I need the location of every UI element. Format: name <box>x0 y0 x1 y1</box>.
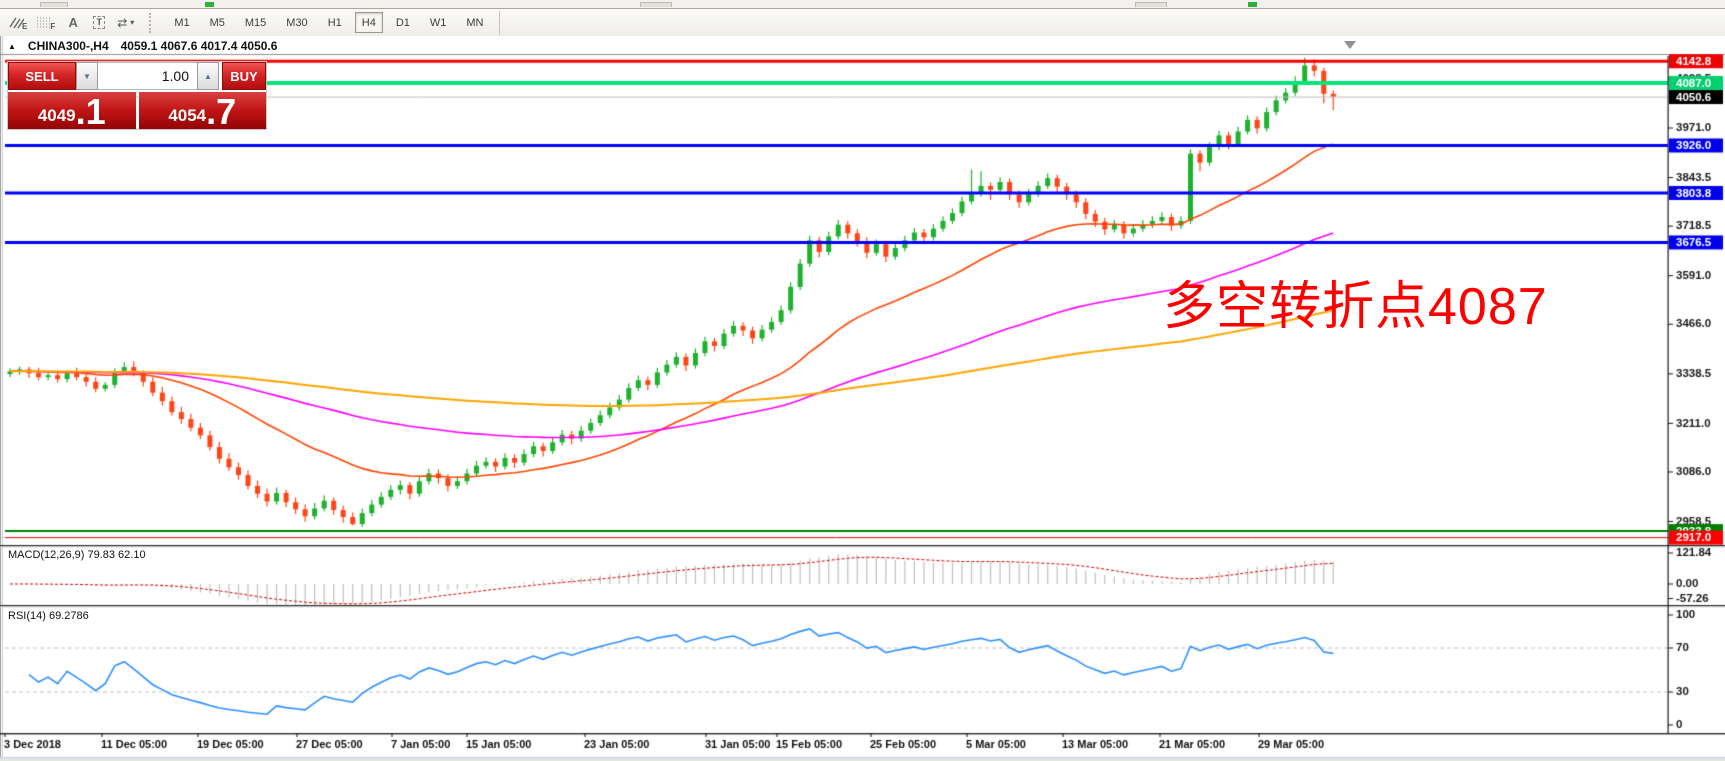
arrow-tools-icon[interactable]: ⇄ ▾ <box>113 12 138 34</box>
toolbar-separator <box>499 10 501 35</box>
chart-annotation-text[interactable]: 多空转折点4087 <box>1163 278 1548 336</box>
chart-title: ▲ CHINA300-,H4 4059.1 4067.6 4017.4 4050… <box>8 39 277 53</box>
tf-m15[interactable]: M15 <box>238 12 273 33</box>
clipped-button <box>1135 2 1167 7</box>
clipped-icon <box>1248 2 1257 7</box>
clipped-toolbar-row <box>0 0 1725 9</box>
tf-m1[interactable]: M1 <box>167 12 196 33</box>
sell-button[interactable]: SELL <box>8 62 76 90</box>
clipped-icon <box>205 2 214 7</box>
clipped-button <box>640 2 672 7</box>
one-click-controls: SELL ▼ ▲ BUY <box>8 62 266 90</box>
text-box-icon[interactable]: T <box>87 12 111 34</box>
one-click-trading-panel: SELL ▼ ▲ BUY 4049.1 4054.7 <box>8 62 266 130</box>
macd-label: MACD(12,26,9) 79.83 62.10 <box>8 549 146 561</box>
toolbar-grip[interactable] <box>149 12 158 33</box>
volume-input[interactable] <box>98 62 197 90</box>
bid-price[interactable]: 4049.1 <box>8 92 136 130</box>
dropdown-caret-icon[interactable]: ▾ <box>130 18 135 27</box>
tf-mn[interactable]: MN <box>459 12 490 33</box>
tf-m5[interactable]: M5 <box>203 12 232 33</box>
text-label-icon[interactable]: A <box>61 12 85 34</box>
price-chart[interactable] <box>0 36 1725 761</box>
symbol-period-label: CHINA300-,H4 <box>27 39 109 53</box>
volume-decrement-button[interactable]: ▼ <box>76 62 98 90</box>
tf-h4[interactable]: H4 <box>354 12 383 33</box>
ohlc-values: 4059.1 4067.6 4017.4 4050.6 <box>120 39 278 53</box>
tf-d1[interactable]: D1 <box>389 12 417 33</box>
one-click-prices: 4049.1 4054.7 <box>8 92 266 130</box>
indicators-ea-icon[interactable]: E <box>5 12 31 34</box>
volume-increment-button[interactable]: ▲ <box>197 62 219 90</box>
fibonacci-grid-icon[interactable]: F <box>33 12 59 34</box>
clipped-button <box>40 2 68 7</box>
tf-w1[interactable]: W1 <box>423 12 454 33</box>
toolbar: E F A T ⇄ ▾ M1 M5 M15 M30 H1 H4 D1 W1 MN <box>0 9 1725 37</box>
indicators-ea-letter: E <box>22 22 28 31</box>
rsi-label: RSI(14) 69.2786 <box>8 610 89 622</box>
ask-price[interactable]: 4054.7 <box>138 92 266 130</box>
window-marker-icon[interactable]: ▲ <box>8 41 16 51</box>
tf-h1[interactable]: H1 <box>321 12 349 33</box>
buy-button[interactable]: BUY <box>222 62 266 90</box>
fibonacci-grid-letter: F <box>50 22 56 31</box>
chart-shift-marker-icon[interactable] <box>1344 41 1356 49</box>
tf-m30[interactable]: M30 <box>279 12 314 33</box>
